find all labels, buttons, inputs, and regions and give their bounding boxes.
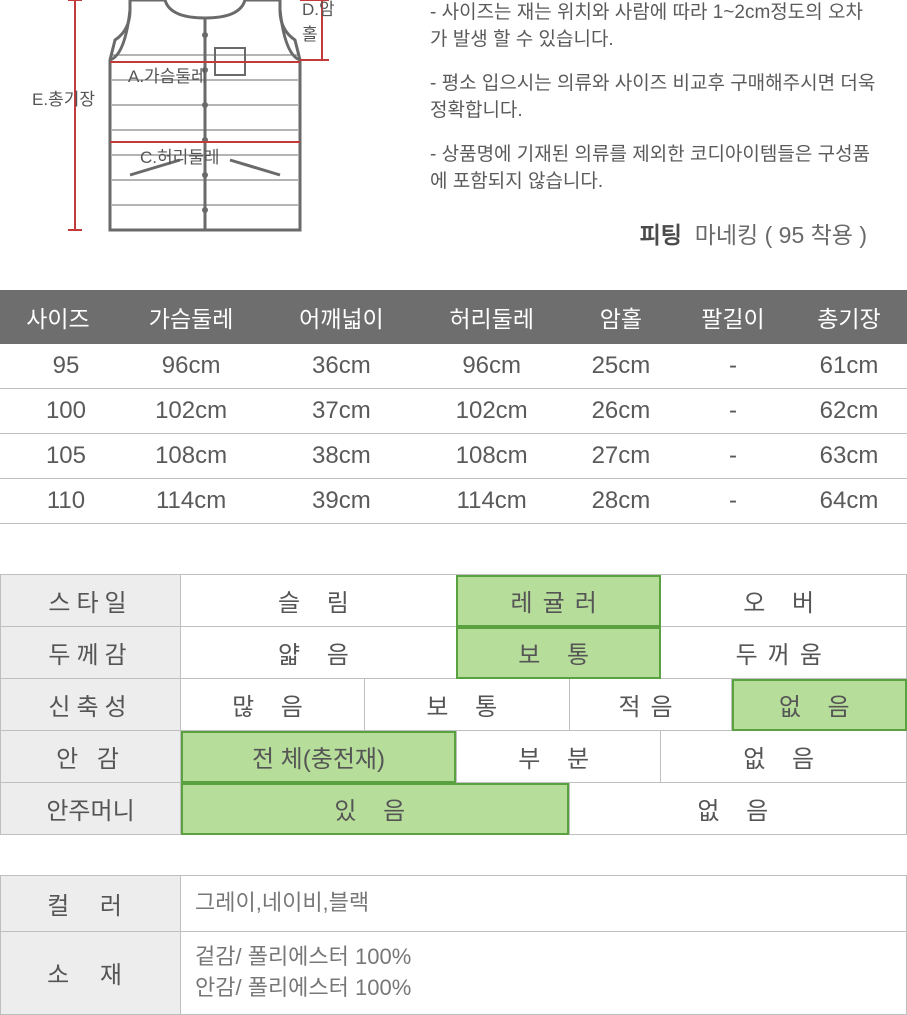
note-line: - 사이즈는 재는 위치와 사람에 따라 1~2cm정도의 오차가 발생 할 수… — [430, 0, 877, 53]
size-table-body: 9596cm36cm96cm25cm-61cm100102cm37cm102cm… — [0, 344, 907, 524]
attr-option: 오 버 — [661, 575, 907, 627]
size-table-cell: 39cm — [266, 479, 416, 524]
size-table-cell: - — [675, 479, 791, 524]
attr-option: 레귤러 — [456, 575, 660, 627]
attribute-matrix-table: 스타일슬 림레귤러오 버두께감얇 음보 통두꺼움신축성많 음보 통적음없 음안 … — [0, 574, 907, 835]
size-table-header-cell: 팔길이 — [675, 290, 791, 344]
size-table-header-cell: 사이즈 — [0, 290, 116, 344]
vest-measurement-diagram: E.총기장 A.가슴둘레 C.허리둘레 D.암홀 — [40, 0, 340, 250]
size-table-cell: 100 — [0, 389, 116, 434]
size-table-cell: 114cm — [417, 479, 567, 524]
size-table-cell: 62cm — [791, 389, 907, 434]
attr-option: 얇 음 — [181, 627, 457, 679]
attr-row-label: 스타일 — [1, 575, 181, 627]
size-table-cell: - — [675, 344, 791, 389]
note-line: - 평소 입으시는 의류와 사이즈 비교후 구매해주시면 더욱 정확합니다. — [430, 71, 877, 124]
size-table-header-cell: 총기장 — [791, 290, 907, 344]
size-table-cell: 96cm — [116, 344, 266, 389]
size-table-cell: 108cm — [417, 434, 567, 479]
info-row: 소 재겉감/ 폴리에스터 100%안감/ 폴리에스터 100% — [1, 932, 907, 1015]
info-row-label: 소 재 — [1, 932, 181, 1015]
size-table-cell: 25cm — [567, 344, 675, 389]
top-region: E.총기장 A.가슴둘레 C.허리둘레 D.암홀 - 사이즈는 재는 위치와 사… — [0, 0, 907, 280]
size-table-cell: 110 — [0, 479, 116, 524]
info-row-value: 겉감/ 폴리에스터 100%안감/ 폴리에스터 100% — [181, 932, 907, 1015]
note-line: - 상품명에 기재된 의류를 제외한 코디아이템들은 구성품에 포함되지 않습니… — [430, 142, 877, 195]
diagram-label-a: A.가슴둘레 — [128, 62, 207, 87]
diagram-label-d: D.암홀 — [302, 0, 340, 45]
size-table-cell: 28cm — [567, 479, 675, 524]
size-table-header-cell: 어깨넓이 — [266, 290, 416, 344]
size-table-cell: 36cm — [266, 344, 416, 389]
size-table-row: 9596cm36cm96cm25cm-61cm — [0, 344, 907, 389]
size-table-cell: - — [675, 434, 791, 479]
size-table-cell: 114cm — [116, 479, 266, 524]
fitting-info: 피팅 마네킹 ( 95 착용 ) — [430, 216, 877, 250]
attr-row-label: 두께감 — [1, 627, 181, 679]
size-table-row: 105108cm38cm108cm27cm-63cm — [0, 434, 907, 479]
info-row: 컬 러그레이,네이비,블랙 — [1, 876, 907, 932]
attr-row: 두께감얇 음보 통두꺼움 — [1, 627, 907, 679]
attr-option: 보 통 — [456, 627, 660, 679]
attr-row: 스타일슬 림레귤러오 버 — [1, 575, 907, 627]
attr-row: 안 감전 체(충전재)부 분없 음 — [1, 731, 907, 783]
size-table-cell: 27cm — [567, 434, 675, 479]
diagram-label-e: E.총기장 — [32, 85, 95, 110]
size-table-cell: 105 — [0, 434, 116, 479]
attr-row-label: 안주머니 — [1, 783, 181, 835]
size-table-cell: 95 — [0, 344, 116, 389]
attr-option: 슬 림 — [181, 575, 457, 627]
size-table-cell: 63cm — [791, 434, 907, 479]
size-table-cell: 102cm — [116, 389, 266, 434]
diagram-column: E.총기장 A.가슴둘레 C.허리둘레 D.암홀 — [30, 0, 360, 250]
attr-row: 신축성많 음보 통적음없 음 — [1, 679, 907, 731]
size-table-cell: 37cm — [266, 389, 416, 434]
info-table: 컬 러그레이,네이비,블랙소 재겉감/ 폴리에스터 100%안감/ 폴리에스터 … — [0, 875, 907, 1015]
size-table-cell: 26cm — [567, 389, 675, 434]
attr-option: 없 음 — [569, 783, 906, 835]
size-table-header-cell: 허리둘레 — [417, 290, 567, 344]
size-table-cell: 38cm — [266, 434, 416, 479]
size-table-cell: 102cm — [417, 389, 567, 434]
attr-option: 두꺼움 — [661, 627, 907, 679]
size-table: 사이즈가슴둘레어깨넓이허리둘레암홀팔길이총기장 9596cm36cm96cm25… — [0, 290, 907, 524]
size-table-header-row: 사이즈가슴둘레어깨넓이허리둘레암홀팔길이총기장 — [0, 290, 907, 344]
attr-row-label: 안 감 — [1, 731, 181, 783]
attr-row-label: 신축성 — [1, 679, 181, 731]
size-table-cell: 61cm — [791, 344, 907, 389]
size-table-row: 100102cm37cm102cm26cm-62cm — [0, 389, 907, 434]
attr-option: 전 체(충전재) — [181, 731, 457, 783]
size-table-cell: 108cm — [116, 434, 266, 479]
info-row-label: 컬 러 — [1, 876, 181, 932]
fitting-value: 마네킹 ( 95 착용 ) — [695, 222, 867, 248]
attr-option: 있 음 — [181, 783, 570, 835]
size-table-header-cell: 암홀 — [567, 290, 675, 344]
attr-option: 없 음 — [661, 731, 907, 783]
attr-option: 없 음 — [732, 679, 907, 731]
size-table-header-cell: 가슴둘레 — [116, 290, 266, 344]
size-table-cell: 96cm — [417, 344, 567, 389]
size-table-cell: 64cm — [791, 479, 907, 524]
size-table-row: 110114cm39cm114cm28cm-64cm — [0, 479, 907, 524]
fitting-label: 피팅 — [640, 222, 682, 248]
diagram-label-c: C.허리둘레 — [140, 143, 220, 168]
size-table-head: 사이즈가슴둘레어깨넓이허리둘레암홀팔길이총기장 — [0, 290, 907, 344]
attr-option: 보 통 — [364, 679, 569, 731]
attr-option: 부 분 — [456, 731, 660, 783]
attr-row: 안주머니있 음없 음 — [1, 783, 907, 835]
size-table-cell: - — [675, 389, 791, 434]
notes-column: - 사이즈는 재는 위치와 사람에 따라 1~2cm정도의 오차가 발생 할 수… — [360, 0, 877, 250]
vest-svg — [40, 0, 340, 250]
attr-option: 많 음 — [181, 679, 365, 731]
attr-option: 적음 — [569, 679, 732, 731]
info-row-value: 그레이,네이비,블랙 — [181, 876, 907, 932]
